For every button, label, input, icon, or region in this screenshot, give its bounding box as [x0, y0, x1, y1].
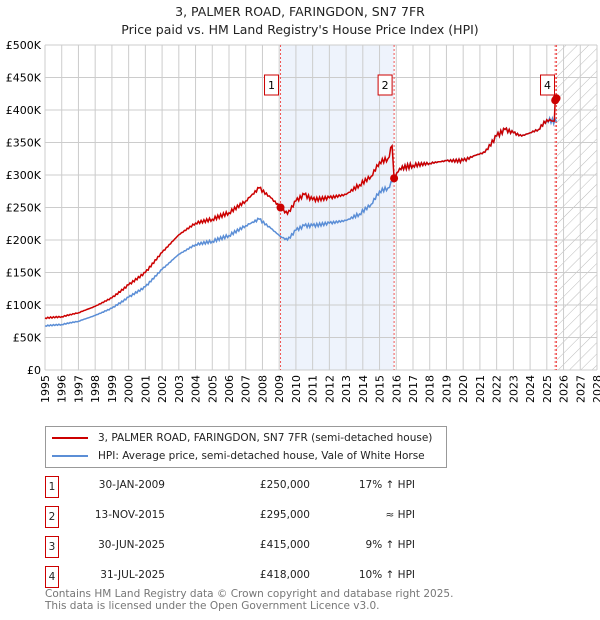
- y-tick-label: £350K: [6, 137, 42, 150]
- sale-date: 30-JAN-2009: [98, 479, 165, 491]
- legend-label: HPI: Average price, semi-detached house,…: [98, 450, 425, 462]
- legend: 3, PALMER ROAD, FARINGDON, SN7 7FR (semi…: [45, 426, 447, 468]
- price-chart: 1995 1996 1997 1998 1999 2000 2001 2002 2003 2004…: [6, 39, 600, 403]
- x-tick-label: 1999: [106, 375, 119, 403]
- x-tick-label: 1997: [73, 375, 86, 403]
- legend-item-hpi: HPI: Average price, semi-detached house,…: [52, 448, 425, 464]
- x-tick-label: 2006: [223, 375, 236, 403]
- x-tick-label: 2018: [424, 375, 437, 403]
- y-tick-label: £400K: [6, 104, 42, 117]
- x-tick-label: 2023: [507, 375, 520, 403]
- sale-point-1: [276, 203, 285, 212]
- x-tick-label: 2009: [273, 375, 286, 403]
- x-tick-label: 2007: [240, 375, 253, 403]
- sale-number: 4: [45, 566, 59, 588]
- sale-label: 1: [268, 79, 275, 92]
- y-tick-label: £300K: [6, 169, 42, 182]
- x-tick-label: 2020: [457, 375, 470, 403]
- y-tick-label: £100K: [6, 299, 42, 312]
- sale-date: 31-JUL-2025: [100, 569, 165, 581]
- sale-label: 2: [382, 79, 389, 92]
- y-tick-label: £500K: [6, 39, 42, 52]
- x-tick-label: 2019: [441, 375, 454, 403]
- y-tick-label: £250K: [6, 202, 42, 215]
- x-tick-label: 2005: [206, 375, 219, 403]
- sale-row: 2 13-NOV-2015 £295,000 ≈ HPI: [45, 506, 465, 528]
- footer-licence: This data is licensed under the Open Gov…: [45, 600, 380, 612]
- x-tick-label: 2002: [156, 375, 169, 403]
- x-tick-label: 2021: [474, 375, 487, 403]
- x-tick-label: 2001: [139, 375, 152, 403]
- x-tick-label: 2008: [257, 375, 270, 403]
- x-tick-label: 1998: [89, 375, 102, 403]
- x-tick-label: 2015: [374, 375, 387, 403]
- x-tick-label: 2004: [190, 375, 203, 403]
- x-tick-label: 2025: [541, 375, 554, 403]
- chart-title: 3, PALMER ROAD, FARINGDON, SN7 7FR: [175, 4, 425, 19]
- legend-label: 3, PALMER ROAD, FARINGDON, SN7 7FR (semi…: [98, 432, 433, 444]
- sale-label-box: [540, 74, 556, 96]
- sale-label-box: [264, 74, 280, 96]
- y-tick-label: £150K: [6, 267, 42, 280]
- y-tick-label: £450K: [6, 72, 42, 85]
- sale-label-box: [377, 74, 393, 96]
- y-tick-label: £50K: [13, 332, 42, 345]
- sale-point-4: [552, 94, 561, 103]
- x-tick-label: 2017: [407, 375, 420, 403]
- sale-price: £418,000: [259, 569, 310, 581]
- sale-number: 2: [45, 506, 59, 528]
- sale-date: 30-JUN-2025: [98, 539, 165, 551]
- chart-subtitle: Price paid vs. HM Land Registry's House …: [121, 22, 479, 37]
- x-tick-label: 2024: [524, 375, 537, 403]
- y-tick-label: £200K: [6, 234, 42, 247]
- x-tick-label: 2022: [491, 375, 504, 403]
- x-tick-label: 2026: [558, 375, 571, 403]
- x-tick-label: 1995: [39, 375, 52, 403]
- legend-item-property: 3, PALMER ROAD, FARINGDON, SN7 7FR (semi…: [52, 430, 432, 446]
- x-tick-label: 2027: [574, 375, 587, 403]
- blue-line-swatch: [52, 455, 88, 457]
- sale-price: £295,000: [259, 509, 310, 521]
- x-tick-label: 2012: [323, 375, 336, 403]
- sale-hpi-comparison: ≈ HPI: [385, 509, 415, 521]
- sale-row: 4 31-JUL-2025 £418,000 10% ↑ HPI: [45, 566, 465, 588]
- x-tick-label: 2003: [173, 375, 186, 403]
- property-price-line: [44, 97, 558, 320]
- sale-row: 3 30-JUN-2025 £415,000 9% ↑ HPI: [45, 536, 465, 558]
- sale-date: 13-NOV-2015: [94, 509, 165, 521]
- sale-price: £415,000: [259, 539, 310, 551]
- sale-number: 3: [45, 536, 59, 558]
- footer-copyright: Contains HM Land Registry data © Crown c…: [45, 588, 454, 600]
- x-tick-label: 2013: [340, 375, 353, 403]
- x-tick-label: 2011: [307, 375, 320, 403]
- x-tick-label: 2014: [357, 375, 370, 403]
- sale-price: £250,000: [259, 479, 310, 491]
- sale-row: 1 30-JAN-2009 £250,000 17% ↑ HPI: [45, 476, 465, 498]
- red-line-swatch: [52, 437, 88, 439]
- x-tick-label: 1996: [56, 375, 69, 403]
- sale-hpi-comparison: 9% ↑ HPI: [365, 539, 415, 551]
- sale-label: 4: [544, 79, 551, 92]
- x-tick-label: 2010: [290, 375, 303, 403]
- y-tick-label: £0: [27, 364, 41, 377]
- x-tick-label: 2016: [390, 375, 403, 403]
- sale-hpi-comparison: 10% ↑ HPI: [358, 569, 415, 581]
- sale-point-2: [390, 174, 399, 183]
- x-tick-label: 2000: [123, 375, 136, 403]
- sale-number: 1: [45, 476, 59, 498]
- x-tick-label: 2028: [591, 375, 600, 403]
- sale-hpi-comparison: 17% ↑ HPI: [358, 479, 415, 491]
